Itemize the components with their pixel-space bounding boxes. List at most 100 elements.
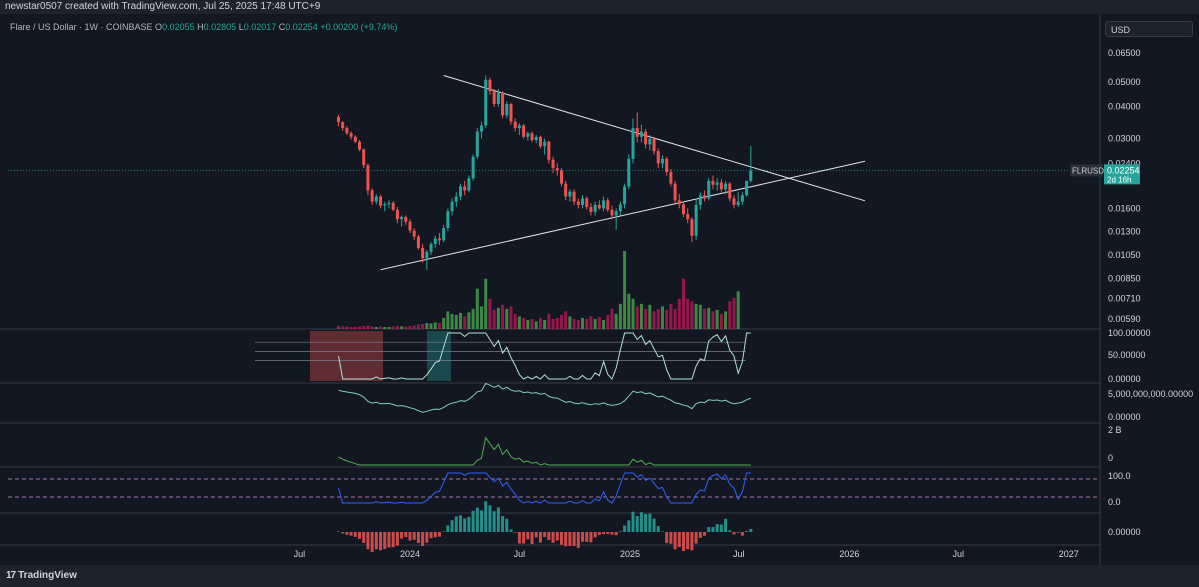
volume-bar	[534, 321, 538, 329]
histogram-bar	[736, 532, 740, 533]
volume-bar	[614, 313, 618, 329]
histogram-bar	[534, 532, 538, 538]
volume-bar	[421, 323, 425, 329]
volume-bar	[631, 298, 635, 329]
histogram-bar	[602, 532, 606, 535]
volume-bar	[707, 307, 711, 329]
histogram-bar	[627, 520, 631, 532]
time-axis: Jul 2024 Jul 2025 Jul 2026 Jul 2027	[294, 549, 1079, 559]
histogram-bar	[547, 532, 551, 540]
candle-body	[433, 238, 437, 245]
histogram-bar	[656, 526, 660, 532]
histogram-bar	[404, 532, 408, 538]
histogram-bar	[517, 532, 521, 544]
volume-bar	[690, 301, 694, 329]
volume-bar	[635, 306, 639, 329]
histogram-bar	[597, 532, 601, 535]
candle-body	[446, 211, 450, 229]
volume-bar	[677, 298, 681, 329]
flow-line	[338, 382, 751, 413]
candle-body	[698, 195, 702, 205]
candle-body	[627, 158, 631, 187]
candle-body	[395, 209, 399, 220]
histogram-bar	[631, 511, 635, 532]
time-tick-label: Jul	[294, 549, 306, 559]
volume-bar	[362, 325, 366, 329]
pane-tick-label: 0.00000	[1108, 374, 1141, 384]
volume-bar	[450, 313, 454, 329]
histogram-bar	[450, 520, 454, 532]
candle-body	[602, 200, 606, 209]
currency-button[interactable]: USD	[1105, 21, 1193, 37]
candle-body	[665, 158, 669, 173]
volume-bar	[446, 311, 450, 329]
volume-bar	[353, 326, 357, 329]
histogram-bar	[543, 532, 547, 538]
candle-body	[564, 183, 568, 197]
candle-body	[437, 238, 441, 241]
histogram-bar	[467, 516, 471, 532]
price-tag-countdown: 2d 16h	[1107, 175, 1131, 184]
volume-bar	[644, 308, 648, 329]
pane-tick-label: 100.0	[1108, 471, 1131, 481]
candle-body	[656, 151, 660, 164]
volume-bar	[416, 324, 420, 329]
high-label: H	[197, 22, 204, 32]
candle-body	[501, 92, 505, 116]
histogram-bar	[665, 532, 669, 544]
change-value: +0.00200 (+9.74%)	[320, 22, 398, 32]
volume-bar	[522, 317, 526, 329]
volume-bar	[358, 326, 362, 329]
price-tick-label: 0.00590	[1108, 314, 1141, 324]
volume-bar	[639, 303, 643, 329]
volume-bar	[623, 251, 627, 329]
candle-body	[568, 191, 572, 197]
histogram-bar	[429, 532, 433, 539]
histogram-bar	[400, 532, 404, 539]
volume-bar	[602, 319, 606, 329]
volume-bars	[336, 251, 740, 329]
volume-bar	[387, 326, 391, 329]
volume-bar	[463, 316, 467, 329]
volume-bar	[551, 318, 555, 329]
time-tick-label: 2027	[1059, 549, 1079, 559]
price-axis: 0.06500 0.05000 0.04000 0.03000 0.02400 0.016…	[1108, 48, 1193, 537]
tradingview-logo[interactable]: 17 TradingView	[6, 570, 77, 581]
volume-bar	[652, 311, 656, 329]
volume-bar	[458, 312, 462, 329]
indicator-panes	[8, 331, 1100, 553]
low-value: 0.02017	[243, 22, 277, 32]
volume-bar	[408, 325, 412, 329]
candle-body	[362, 149, 366, 166]
histogram-bar	[446, 525, 450, 532]
volume-bar	[379, 326, 383, 329]
candle-body	[597, 204, 601, 209]
volume-bar	[736, 291, 740, 329]
candle-body	[353, 136, 357, 142]
histogram-bar	[648, 513, 652, 532]
histogram-bar	[639, 512, 643, 532]
volume-bar	[694, 303, 698, 329]
histogram-bar	[707, 527, 711, 532]
histogram-bar	[635, 515, 639, 532]
oscillator-line	[338, 332, 751, 380]
candle-body	[585, 198, 589, 207]
volume-bar	[555, 317, 559, 329]
volume-bar	[488, 298, 492, 329]
volume-bar	[400, 326, 404, 329]
time-tick-label: 2026	[839, 549, 859, 559]
candle-body	[606, 200, 610, 210]
pane-tick-label: 50.00000	[1108, 350, 1146, 360]
price-tick-label: 0.05000	[1108, 77, 1141, 87]
candle-body	[349, 133, 353, 137]
trendline	[380, 160, 866, 271]
footer-bar	[0, 565, 1199, 587]
volume-bar	[669, 303, 673, 329]
volume-bar	[593, 318, 597, 329]
candle-body	[421, 247, 425, 259]
pane-dividers	[0, 15, 1101, 565]
volume-bar	[471, 308, 475, 329]
volume-bar	[711, 311, 715, 329]
